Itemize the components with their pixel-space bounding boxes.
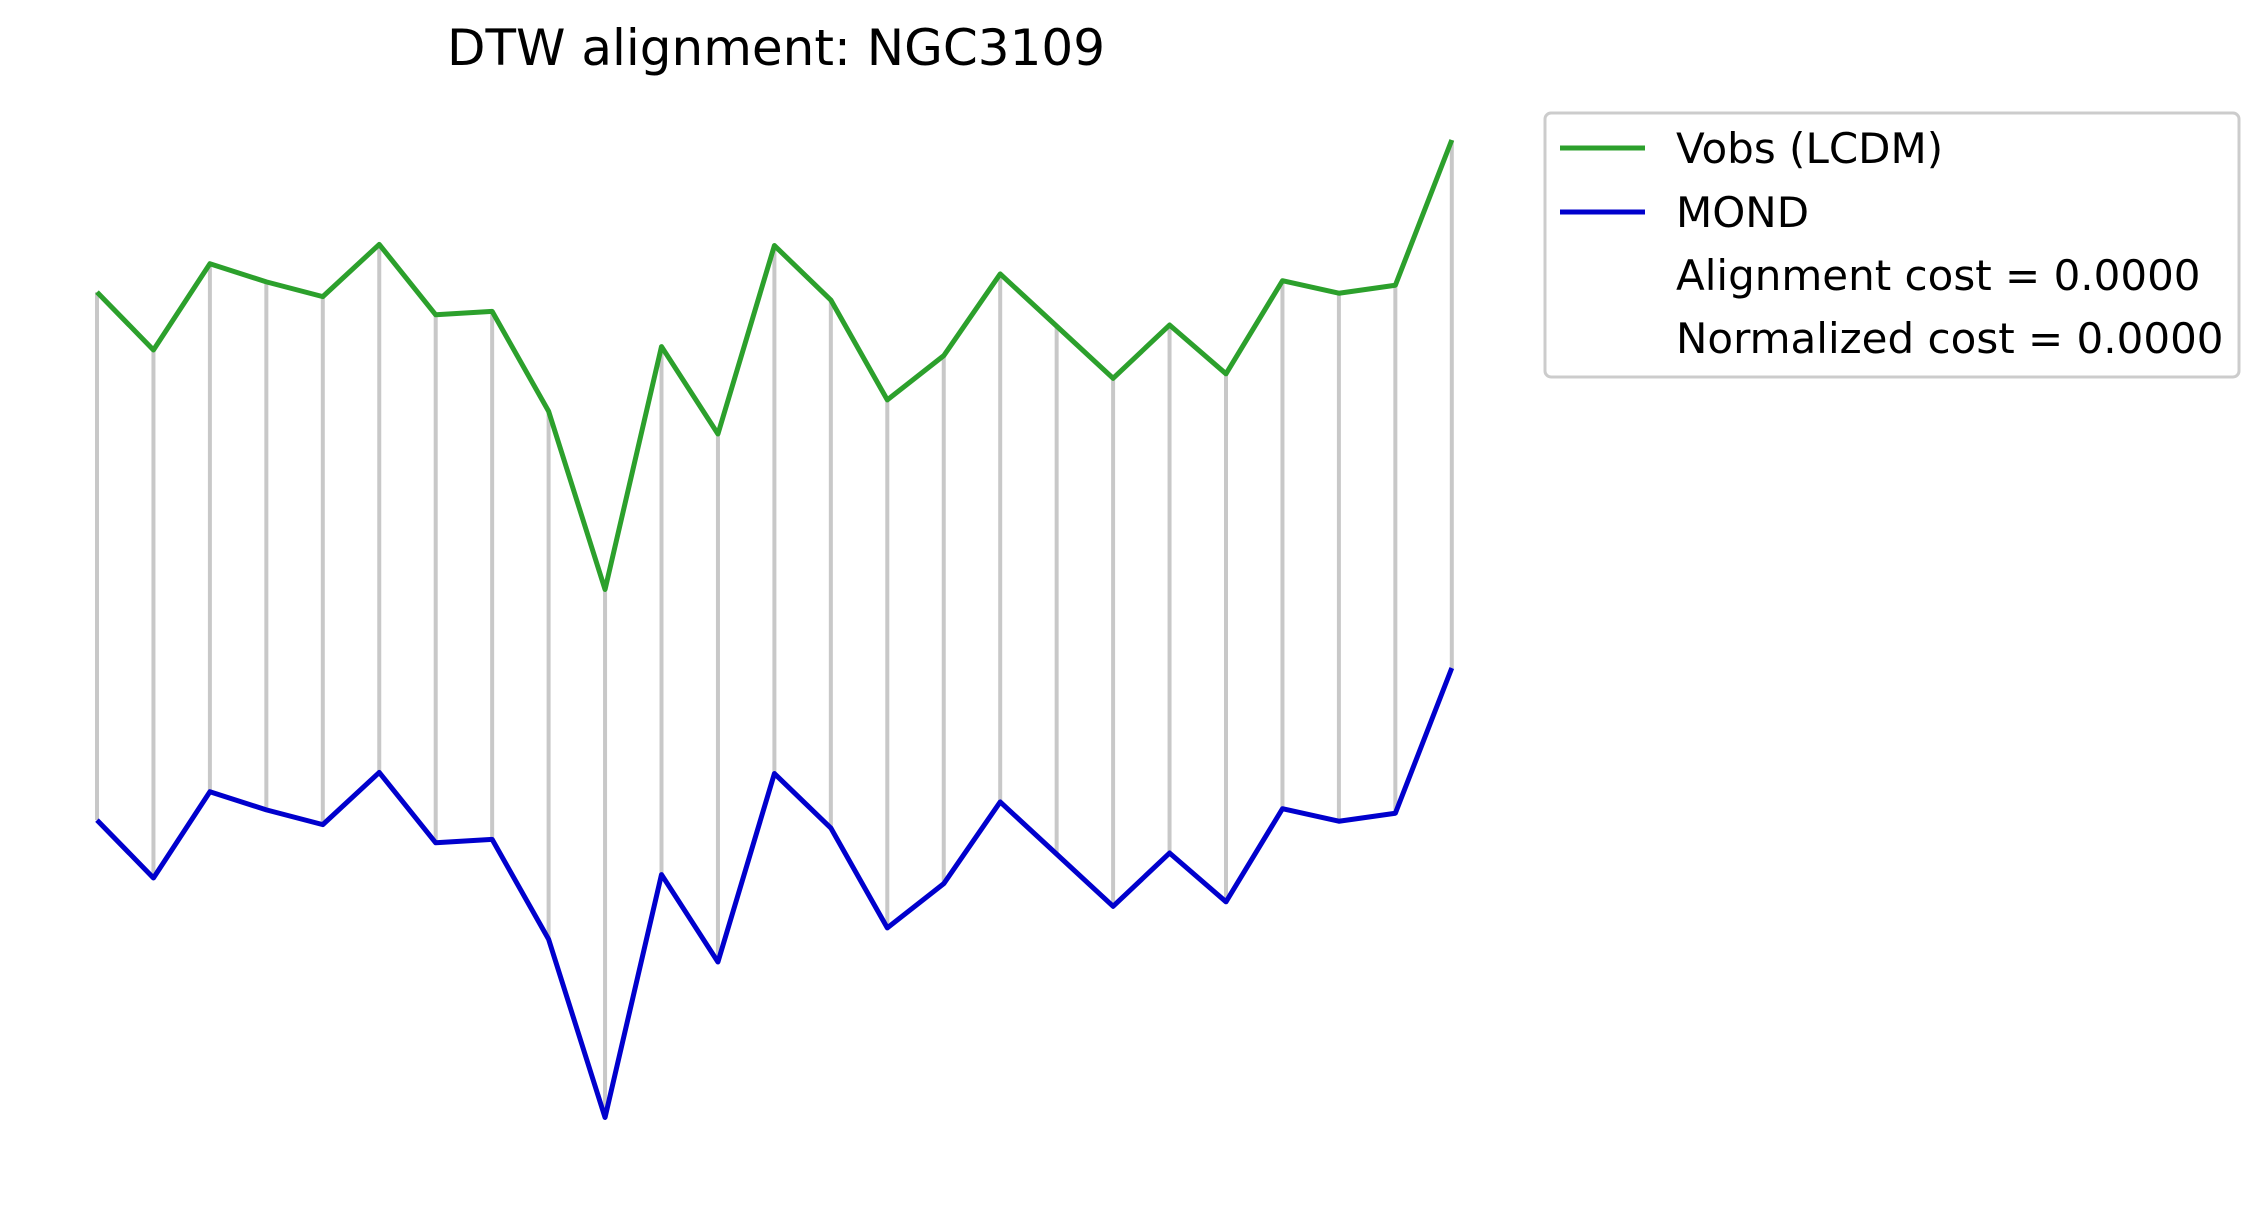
legend: Vobs (LCDM) MOND Alignment cost = 0.0000… [1543,111,2241,379]
chart-title: DTW alignment: NGC3109 [447,19,1105,77]
legend-label-normalized-cost: Normalized cost = 0.0000 [1676,314,2224,363]
legend-label-alignment-cost: Alignment cost = 0.0000 [1676,251,2201,300]
legend-frame [1543,111,2241,379]
legend-label-vobs: Vobs (LCDM) [1676,124,1943,173]
legend-label-mond: MOND [1676,188,1809,237]
series-lines [95,139,1455,1120]
alignment-lines [95,140,1454,1118]
